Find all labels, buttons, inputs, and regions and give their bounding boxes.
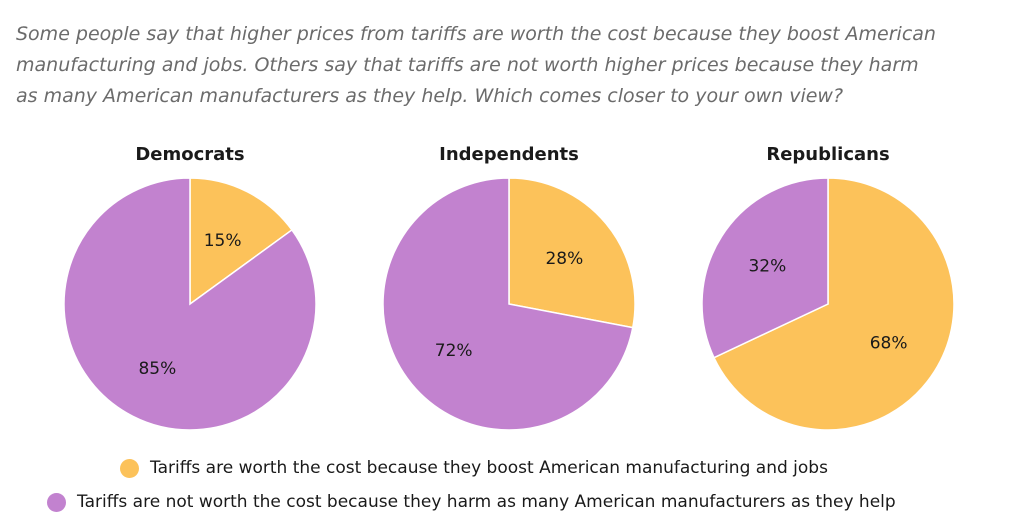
pie-title-democrats: Democrats <box>135 144 244 165</box>
pie-label-democrats-not-worth: 85% <box>138 359 176 379</box>
pie-slice-independents-worth <box>508 177 636 329</box>
pie-label-republicans-worth: 68% <box>870 333 908 353</box>
legend-swatch-worth <box>120 458 139 478</box>
pie-label-independents-worth: 28% <box>545 249 583 269</box>
legend-label-worth: Tariffs are worth the cost because they … <box>150 458 828 478</box>
legend-swatch-not-worth <box>47 492 66 512</box>
pie-slice-democrats-not-worth <box>63 177 317 431</box>
pie-label-democrats-worth: 15% <box>204 231 242 251</box>
question-line-1: Some people say that higher prices from … <box>16 23 936 45</box>
legend-item-worth: Tariffs are worth the cost because they … <box>120 458 828 478</box>
legend-item-not-worth: Tariffs are not worth the cost because t… <box>47 492 896 512</box>
question-text: Some people say that higher prices from … <box>16 19 1006 112</box>
pie-slice-democrats-worth <box>189 177 293 306</box>
pie-slice-independents-not-worth <box>382 177 634 431</box>
legend-label-not-worth: Tariffs are not worth the cost because t… <box>77 492 896 512</box>
pie-charts: Democrats 15% 85% Independents 28% 72% Republi… <box>63 144 955 431</box>
pie-label-independents-not-worth: 72% <box>435 341 473 361</box>
pie-label-republicans-not-worth: 32% <box>748 257 786 277</box>
pie-title-republicans: Republicans <box>766 144 889 165</box>
pie-slice-republicans-worth <box>712 177 955 431</box>
question-line-2: manufacturing and jobs. Others say that … <box>16 54 919 76</box>
question-line-3: as many American manufacturers as they h… <box>16 85 844 107</box>
pie-slice-republicans-not-worth <box>701 177 829 359</box>
pie-title-independents: Independents <box>439 144 579 165</box>
